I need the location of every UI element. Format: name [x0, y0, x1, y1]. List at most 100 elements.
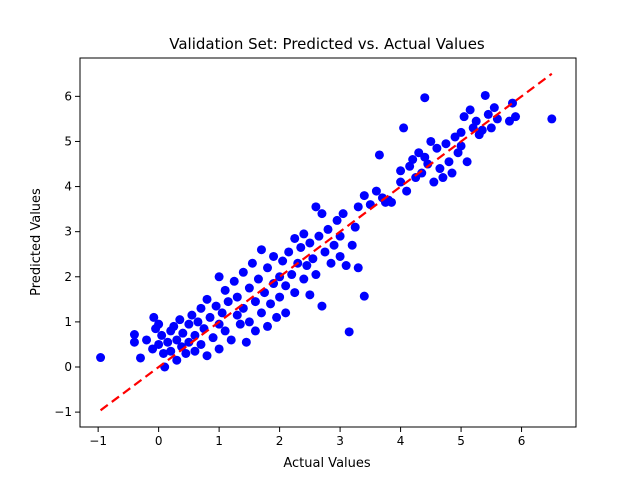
reference-line: [99, 72, 553, 412]
data-point: [256, 308, 266, 318]
data-point: [435, 164, 445, 174]
data-point: [181, 348, 191, 358]
data-point: [287, 270, 297, 280]
data-point: [332, 215, 342, 225]
data-point: [290, 233, 300, 243]
data-point: [172, 335, 182, 345]
data-point: [178, 328, 188, 338]
data-point: [196, 339, 206, 349]
data-point: [547, 114, 557, 124]
data-point: [420, 152, 430, 162]
data-point: [208, 333, 218, 343]
data-point: [214, 344, 224, 354]
data-point: [190, 346, 200, 356]
data-point: [317, 301, 327, 311]
data-point: [269, 251, 279, 261]
data-point: [232, 292, 242, 302]
data-point: [205, 312, 215, 322]
data-point: [278, 256, 288, 266]
x-tick-label: 6: [518, 434, 526, 448]
data-point: [244, 283, 254, 293]
data-point: [149, 312, 159, 322]
data-point: [399, 123, 409, 133]
x-tick-label: 0: [155, 434, 163, 448]
data-point: [196, 303, 206, 313]
data-point: [299, 274, 309, 284]
data-point: [223, 297, 233, 307]
data-point: [214, 319, 224, 329]
data-point: [184, 319, 194, 329]
data-point: [250, 297, 260, 307]
data-point: [244, 317, 254, 327]
y-tick-label: 2: [64, 270, 72, 284]
data-point: [462, 157, 472, 167]
data-point: [456, 141, 466, 151]
data-point: [387, 197, 397, 207]
data-point: [187, 310, 197, 320]
data-point: [305, 238, 315, 248]
data-point: [193, 317, 203, 327]
x-tick-label: 4: [397, 434, 405, 448]
x-tick-label: 3: [336, 434, 344, 448]
plot-frame: [79, 57, 577, 428]
data-point: [338, 209, 348, 219]
data-points: [96, 90, 557, 372]
data-point: [326, 258, 336, 268]
data-point: [166, 346, 176, 356]
data-point: [511, 112, 521, 122]
y-tick-label: 3: [64, 225, 72, 239]
data-point: [157, 330, 167, 340]
chart-title: Validation Set: Predicted vs. Actual Val…: [169, 35, 485, 53]
data-point: [320, 247, 330, 257]
data-point: [96, 353, 106, 363]
data-point: [184, 337, 194, 347]
data-point: [220, 326, 230, 336]
data-point: [423, 159, 433, 169]
data-point: [281, 281, 291, 291]
data-point: [417, 168, 427, 178]
data-point: [396, 177, 406, 187]
data-point: [402, 186, 412, 196]
data-point: [459, 112, 469, 122]
data-point: [284, 247, 294, 257]
x-tick-label: 2: [276, 434, 284, 448]
data-point: [335, 251, 345, 261]
data-point: [353, 202, 363, 212]
data-point: [302, 261, 312, 271]
data-point: [169, 321, 179, 331]
data-point: [154, 319, 164, 329]
data-point: [359, 191, 369, 201]
y-tick-label: 4: [64, 180, 72, 194]
data-point: [311, 202, 321, 212]
data-point: [371, 186, 381, 196]
y-axis-label: Predicted Values: [29, 188, 44, 296]
data-point: [214, 272, 224, 282]
data-point: [453, 148, 463, 158]
data-point: [202, 351, 212, 361]
data-point: [317, 209, 327, 219]
data-point: [202, 294, 212, 304]
data-point: [308, 254, 318, 264]
data-point: [374, 150, 384, 160]
axis-ticks: −1 0 1 2 3 4 5 6 −1 0 1 2 3 4 5 6: [54, 89, 525, 448]
data-point: [142, 335, 152, 345]
data-point: [217, 308, 227, 318]
data-point: [420, 93, 430, 103]
data-point: [129, 337, 139, 347]
data-point: [269, 279, 279, 289]
data-point: [359, 291, 369, 301]
data-point: [256, 245, 266, 255]
data-point: [275, 292, 285, 302]
data-point: [241, 337, 251, 347]
data-point: [311, 270, 321, 280]
data-point: [238, 267, 248, 277]
data-point: [471, 116, 481, 126]
data-point: [290, 288, 300, 298]
data-point: [483, 109, 493, 119]
y-tick-label: 1: [64, 315, 72, 329]
x-tick-label: 1: [215, 434, 223, 448]
data-point: [344, 327, 354, 337]
data-point: [299, 229, 309, 239]
y-tick-label: −1: [54, 405, 72, 419]
